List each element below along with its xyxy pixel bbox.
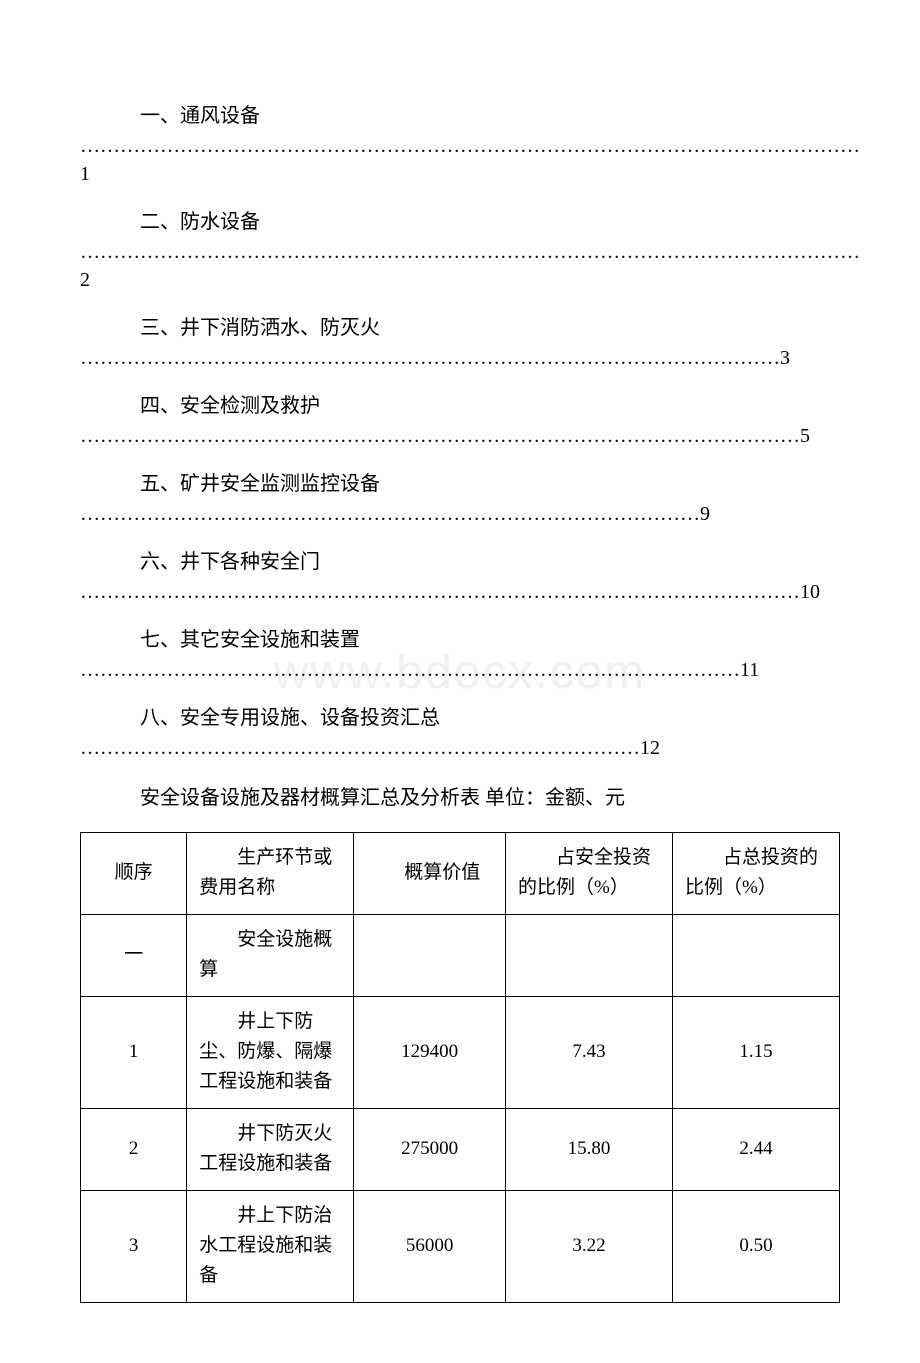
cell-total-pct: 2.44 bbox=[672, 1108, 839, 1190]
cell-seq: 3 bbox=[81, 1190, 187, 1302]
table-caption: 安全设备设施及器材概算汇总及分析表 单位：金额、元 bbox=[80, 782, 840, 814]
cell-name: 井上下防尘、防爆、隔爆工程设施和装备 bbox=[187, 996, 354, 1108]
summary-table: 顺序 生产环节或费用名称 概算价值 占安全投资的比例（%） 占总投资的比例（%）… bbox=[80, 832, 840, 1303]
cell-total-pct: 1.15 bbox=[672, 996, 839, 1108]
header-name: 生产环节或费用名称 bbox=[187, 833, 354, 915]
toc-entry: 七、其它安全设施和装置……………………………………………………………………………… bbox=[80, 624, 840, 684]
toc-entry: 四、安全检测及救护…………………………………………………………………………………… bbox=[80, 390, 840, 450]
toc-entry: 六、井下各种安全门…………………………………………………………………………………… bbox=[80, 546, 840, 606]
toc-dots: …………………………………………………………………………………9 bbox=[80, 500, 840, 528]
cell-value: 275000 bbox=[354, 1108, 506, 1190]
cell-total-pct bbox=[672, 914, 839, 996]
toc-title: 五、矿井安全监测监控设备 bbox=[80, 468, 840, 500]
cell-name: 安全设施概算 bbox=[187, 914, 354, 996]
header-safety-pct: 占安全投资的比例（%） bbox=[506, 833, 673, 915]
table-header-row: 顺序 生产环节或费用名称 概算价值 占安全投资的比例（%） 占总投资的比例（%） bbox=[81, 833, 840, 915]
cell-value bbox=[354, 914, 506, 996]
toc-title: 三、井下消防洒水、防灭火 bbox=[80, 312, 840, 344]
toc-dots: ………………………………………………………………………………………………………1 bbox=[80, 132, 840, 188]
toc-dots: ……………………………………………………………………………………………3 bbox=[80, 344, 840, 372]
table-row: 2井下防灭火工程设施和装备27500015.802.44 bbox=[81, 1108, 840, 1190]
toc-entry: 五、矿井安全监测监控设备…………………………………………………………………………… bbox=[80, 468, 840, 528]
cell-safety-pct bbox=[506, 914, 673, 996]
cell-value: 129400 bbox=[354, 996, 506, 1108]
toc-dots: ………………………………………………………………………………………………10 bbox=[80, 578, 840, 606]
cell-seq: 1 bbox=[81, 996, 187, 1108]
cell-safety-pct: 7.43 bbox=[506, 996, 673, 1108]
toc-title: 八、安全专用设施、设备投资汇总 bbox=[80, 702, 840, 734]
cell-name: 井上下防治水工程设施和装备 bbox=[187, 1190, 354, 1302]
header-total-pct: 占总投资的比例（%） bbox=[672, 833, 839, 915]
table-row: 3井上下防治水工程设施和装备560003.220.50 bbox=[81, 1190, 840, 1302]
toc-entry: 一、通风设备…………………………………………………………………………………………… bbox=[80, 100, 840, 188]
toc-title: 二、防水设备 bbox=[80, 206, 840, 238]
toc-dots: …………………………………………………………………………12 bbox=[80, 734, 840, 762]
header-seq: 顺序 bbox=[81, 833, 187, 915]
toc-dots: ………………………………………………………………………………………………………2 bbox=[80, 238, 840, 294]
cell-safety-pct: 15.80 bbox=[506, 1108, 673, 1190]
toc-entry: 八、安全专用设施、设备投资汇总…………………………………………………………………… bbox=[80, 702, 840, 762]
toc-dots: ………………………………………………………………………………………………5 bbox=[80, 422, 840, 450]
toc-entry: 二、防水设备…………………………………………………………………………………………… bbox=[80, 206, 840, 294]
table-row: 一安全设施概算 bbox=[81, 914, 840, 996]
cell-total-pct: 0.50 bbox=[672, 1190, 839, 1302]
toc-title: 一、通风设备 bbox=[80, 100, 840, 132]
table-row: 1井上下防尘、防爆、隔爆工程设施和装备1294007.431.15 bbox=[81, 996, 840, 1108]
cell-name: 井下防灭火工程设施和装备 bbox=[187, 1108, 354, 1190]
header-value: 概算价值 bbox=[354, 833, 506, 915]
cell-seq: 一 bbox=[81, 914, 187, 996]
cell-seq: 2 bbox=[81, 1108, 187, 1190]
cell-safety-pct: 3.22 bbox=[506, 1190, 673, 1302]
toc-title: 四、安全检测及救护 bbox=[80, 390, 840, 422]
toc-dots: ………………………………………………………………………………………11 bbox=[80, 656, 840, 684]
toc-title: 七、其它安全设施和装置 bbox=[80, 624, 840, 656]
toc-entry: 三、井下消防洒水、防灭火…………………………………………………………………………… bbox=[80, 312, 840, 372]
toc-title: 六、井下各种安全门 bbox=[80, 546, 840, 578]
table-of-contents: 一、通风设备…………………………………………………………………………………………… bbox=[80, 100, 840, 762]
cell-value: 56000 bbox=[354, 1190, 506, 1302]
